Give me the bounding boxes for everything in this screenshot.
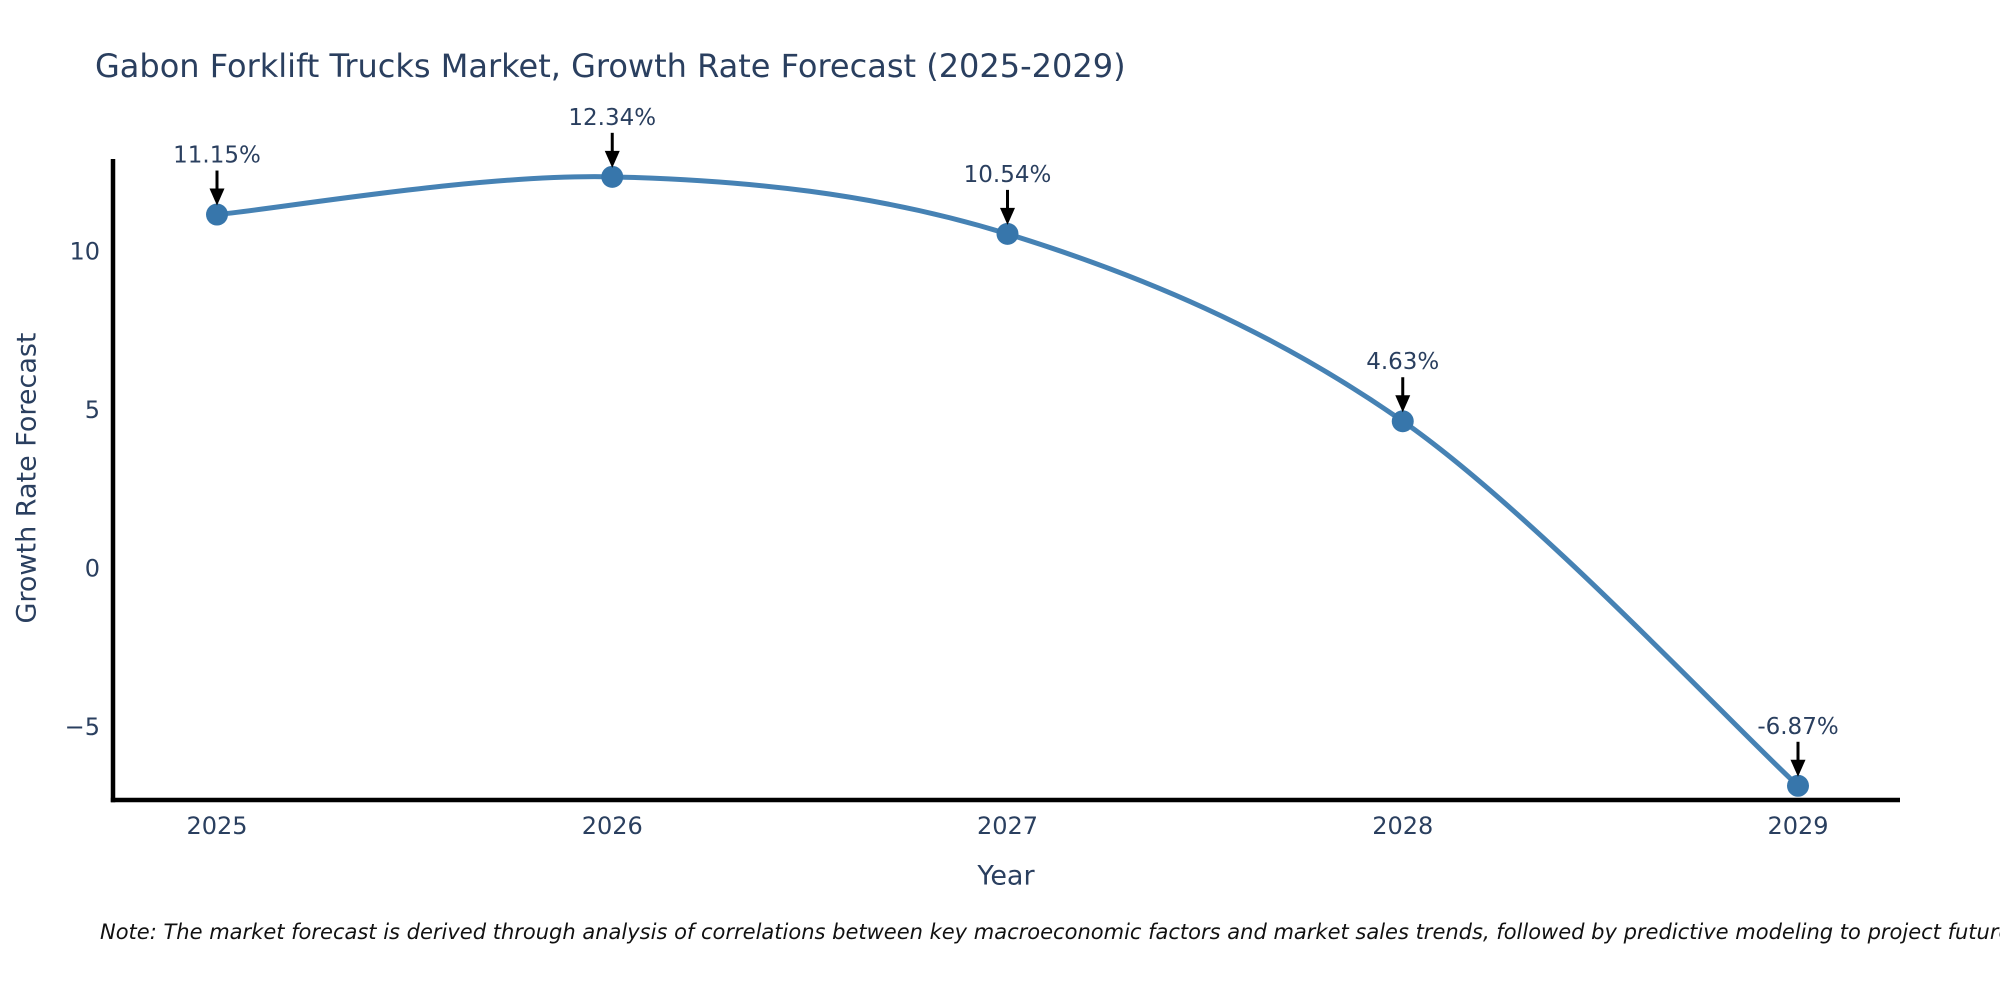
x-tick-label: 2029	[1767, 812, 1828, 840]
y-tick-label: 0	[85, 555, 100, 583]
data-point-marker[interactable]	[996, 222, 1019, 245]
x-tick-label: 2025	[186, 812, 247, 840]
data-point-marker[interactable]	[1787, 774, 1809, 797]
y-tick-label: 10	[69, 238, 100, 266]
point-annotation: 4.63%	[1366, 349, 1439, 375]
chart-title: Gabon Forklift Trucks Market, Growth Rat…	[95, 47, 1126, 85]
data-point-marker[interactable]	[1391, 410, 1414, 433]
y-tick-label: −5	[65, 713, 100, 741]
forecast-line	[214, 174, 1801, 789]
point-annotation: 12.34%	[568, 105, 656, 131]
x-tick-label: 2027	[977, 812, 1038, 840]
point-annotation: -6.87%	[1757, 714, 1838, 740]
annotation-arrowhead-icon	[1395, 395, 1411, 413]
annotation-arrowhead-icon	[1790, 759, 1806, 777]
annotation-arrowhead-icon	[1000, 207, 1015, 225]
point-annotation: 10.54%	[964, 162, 1052, 188]
x-tick-label: 2026	[582, 812, 643, 840]
point-annotation: 11.15%	[173, 143, 261, 169]
y-tick-label: 5	[85, 396, 100, 424]
x-axis-title: Year	[977, 860, 1035, 892]
data-point-marker[interactable]	[601, 165, 624, 188]
annotation-arrowhead-icon	[209, 188, 225, 206]
data-point-marker[interactable]	[206, 203, 228, 226]
annotation-arrowhead-icon	[604, 150, 620, 168]
footnote: Note: The market forecast is derived thr…	[100, 920, 2000, 944]
x-tick-label: 2028	[1372, 812, 1433, 840]
